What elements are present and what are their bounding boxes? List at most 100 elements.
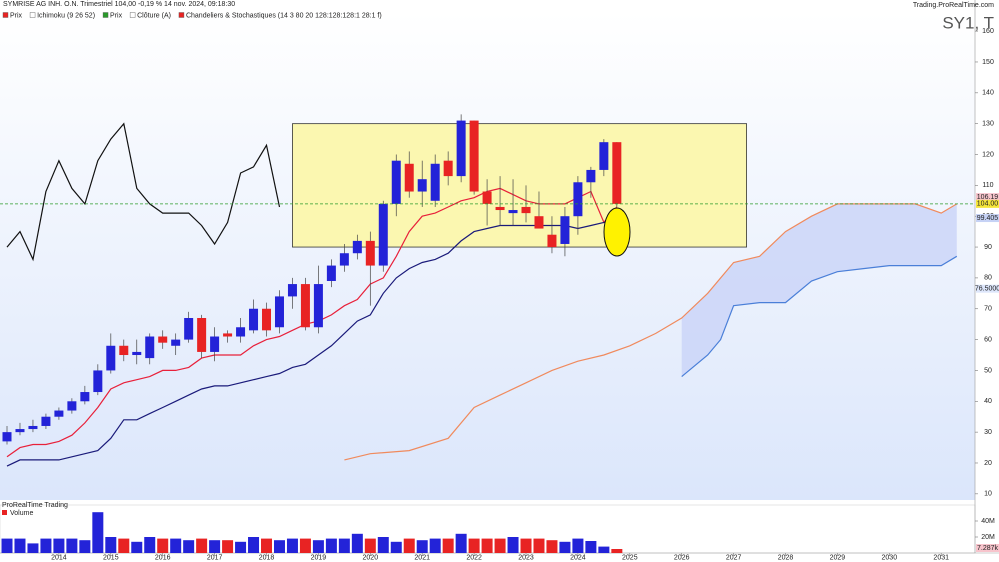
volume-bar (364, 538, 376, 553)
y-tick-label: 30 (984, 429, 992, 436)
candle-body (54, 410, 64, 417)
indicator-line (6, 187, 618, 458)
volume-bar (572, 538, 584, 553)
candle-body (41, 416, 51, 426)
legend-swatch (29, 12, 36, 18)
volume-bar (131, 541, 143, 553)
volume-bar (286, 538, 298, 553)
volume-bar (546, 540, 558, 553)
volume-bar (144, 537, 156, 553)
x-tick-label: 2022 (466, 554, 482, 561)
volume-bar (598, 546, 610, 553)
legend-swatch (178, 12, 185, 18)
candle-body (560, 216, 570, 244)
candle-body (326, 265, 336, 281)
volume-bar (105, 537, 117, 553)
volume-bar (1, 538, 13, 553)
y-tick-label: 140 (982, 90, 994, 97)
legend-label: Ichimoku (9 26 52) (37, 12, 95, 19)
candle-body (508, 210, 518, 214)
candle-body (521, 206, 531, 214)
volume-bar (40, 538, 52, 553)
volume-tag: 7.287k (977, 545, 999, 552)
legend-label: Chandeliers & Stochastiques (14 3 80 20 … (186, 12, 382, 19)
candle-body (184, 318, 194, 340)
volume-bar (235, 541, 247, 553)
volume-bar (351, 533, 363, 553)
x-tick-label: 2025 (622, 554, 638, 561)
candle-body (2, 432, 12, 442)
candle-body (158, 336, 168, 343)
x-tick-label: 2015 (103, 554, 119, 561)
volume-bar (455, 533, 467, 553)
x-tick-label: 2014 (51, 554, 67, 561)
volume-label: Volume (10, 510, 33, 517)
y-tick-label: 20 (984, 460, 992, 467)
y-tick-label: 10 (984, 491, 992, 498)
volume-bar (248, 537, 260, 553)
candle-body (132, 351, 142, 356)
volume-bar (325, 538, 337, 553)
volume-bar (559, 541, 571, 553)
indicator-line (6, 122, 281, 262)
candle-body (443, 160, 453, 177)
candle-body (300, 284, 310, 328)
volume-bar (533, 538, 545, 553)
volume-bar (92, 512, 104, 553)
price-tag: 106.19 (977, 194, 999, 201)
candle-body (171, 339, 181, 346)
volume-bar (170, 538, 182, 553)
range-box (292, 123, 747, 248)
x-tick-label: 2019 (311, 554, 327, 561)
volume-bar (118, 538, 130, 553)
volume-bar (209, 540, 221, 553)
panel-title: ProRealTime Trading (2, 502, 68, 509)
candle-body (93, 370, 103, 393)
candle-body (236, 327, 246, 337)
legend-swatch (129, 12, 136, 18)
volume-tag-bg (976, 544, 999, 552)
y-tick-label: 70 (984, 306, 992, 313)
price-tag: 104.00 (977, 201, 999, 208)
candle-body (67, 401, 77, 411)
volume-bar (157, 538, 169, 553)
candle-body (274, 296, 284, 328)
volume-bar (377, 537, 389, 553)
candle-body (249, 308, 259, 331)
x-tick-label: 2027 (726, 554, 742, 561)
chart-title: SYMRISE AG INH. O.N. Trimestriel 104,00 … (3, 1, 235, 8)
candle-body (482, 191, 492, 204)
x-tick-label: 2017 (207, 554, 223, 561)
candle-body (106, 345, 116, 371)
x-tick-label: 2026 (674, 554, 690, 561)
watermark: SY1, T (942, 13, 994, 32)
x-tick-label: 2031 (933, 554, 949, 561)
candle-body (391, 160, 401, 204)
y-tick-label: 130 (982, 121, 994, 128)
volume-bar (442, 538, 454, 553)
volume-bar (494, 538, 506, 553)
volume-bar (416, 540, 428, 553)
legend-label: Prix (10, 12, 23, 19)
candle-body (430, 163, 440, 201)
candle-body (313, 284, 323, 328)
legend-swatch (102, 12, 109, 18)
candle-body (15, 429, 25, 433)
plot: 1020304050607080901001101201301401501602… (0, 28, 999, 561)
candle-body (495, 206, 505, 211)
volume-bar (585, 541, 597, 553)
volume-bar (481, 538, 493, 553)
legend-swatch (2, 12, 9, 18)
y-tick-label: 90 (984, 244, 992, 251)
y-tick-label: 110 (982, 182, 993, 189)
candle-body (469, 120, 479, 192)
y-tick-label: 160 (982, 28, 994, 35)
x-tick-label: 2029 (830, 554, 846, 561)
volume-bar (196, 538, 208, 553)
indicator-line (681, 255, 958, 378)
candle-body (612, 142, 622, 204)
candle-body (339, 253, 349, 266)
volume-bar (390, 541, 402, 553)
candle-body (145, 336, 155, 359)
volume-bar (403, 538, 415, 553)
